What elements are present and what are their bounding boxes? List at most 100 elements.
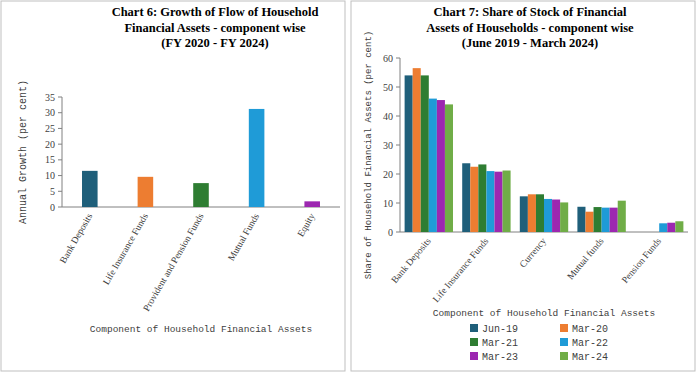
y-tick-label: 5	[50, 186, 55, 197]
bar	[610, 208, 618, 232]
bar	[577, 207, 585, 232]
y-tick	[396, 145, 400, 146]
x-axis-title: Component of Household Financial Assets	[433, 308, 655, 319]
y-tick-label: 60	[383, 53, 393, 64]
bar	[413, 68, 421, 232]
chart: Chart 7: Share of Stock of FinancialAsse…	[351, 1, 695, 371]
x-tick-label: Pension Funds	[620, 236, 664, 285]
y-tick	[396, 174, 400, 175]
bar	[405, 75, 413, 232]
legend: Jun-19 Mar-20 Mar-21 Mar-22 Mar-23 Mar-24	[470, 324, 608, 363]
bar	[82, 171, 98, 207]
y-tick-label: 20	[383, 169, 393, 180]
bar	[585, 212, 593, 232]
x-tick-label: Provident and Pension Funds	[141, 211, 205, 312]
bar	[470, 167, 478, 232]
x-tick-label: Life Insurance Funds	[101, 211, 150, 286]
legend-swatch	[560, 338, 568, 346]
bar	[520, 196, 528, 232]
figure: Chart 6: Growth of Flow of HouseholdFina…	[0, 0, 696, 373]
bar	[552, 200, 560, 232]
bars	[405, 68, 684, 232]
y-tick	[396, 232, 400, 233]
bar	[486, 171, 494, 232]
x-axis-title: Component of Household Financial Assets	[90, 324, 312, 335]
y-tick	[58, 97, 62, 98]
bar	[437, 100, 445, 232]
panel-border	[1, 1, 345, 371]
y-tick-label: 10	[45, 170, 55, 181]
legend-label: Mar-20	[572, 324, 608, 335]
bars	[82, 109, 320, 207]
legend-swatch	[560, 352, 568, 360]
bar	[462, 163, 470, 232]
y-tick	[58, 191, 62, 192]
legend-label: Jun-19	[482, 324, 518, 335]
x-tick-label: Equity	[295, 211, 316, 238]
y-tick	[58, 159, 62, 160]
bar	[528, 194, 536, 232]
y-tick-label: 10	[383, 198, 393, 209]
legend-swatch	[470, 352, 478, 360]
y-tick	[58, 144, 62, 145]
y-tick	[396, 87, 400, 88]
legend-swatch	[470, 338, 478, 346]
y-axis	[62, 97, 63, 207]
x-tick-label: Mutual Funds	[226, 211, 261, 262]
y-tick-label: 25	[45, 123, 55, 134]
y-tick-label: 35	[45, 92, 55, 103]
bar	[560, 202, 568, 232]
bar	[659, 223, 667, 232]
title: Chart 6: Growth of Flow of HouseholdFina…	[112, 5, 319, 50]
legend-label: Mar-21	[482, 338, 518, 349]
bar	[494, 172, 502, 232]
bar	[249, 109, 265, 207]
bar	[544, 199, 552, 232]
bar	[421, 75, 429, 232]
y-tick-label: 50	[383, 82, 393, 93]
y-tick	[396, 58, 400, 59]
y-tick-label: 20	[45, 139, 55, 150]
y-tick	[396, 116, 400, 117]
y-tick	[58, 207, 62, 208]
x-tick-label: Bank Deposits	[389, 236, 433, 285]
y-tick-label: 0	[50, 202, 55, 213]
y-tick-label: 0	[388, 227, 393, 238]
y-tick-label: 30	[45, 107, 55, 118]
chart: Chart 6: Growth of Flow of HouseholdFina…	[1, 1, 345, 371]
title: Chart 7: Share of Stock of FinancialAsse…	[426, 5, 634, 50]
y-tick-label: 15	[45, 154, 55, 165]
bar	[429, 99, 437, 232]
x-tick-label: Life Insurance Funds	[431, 236, 491, 305]
y-tick	[58, 175, 62, 176]
x-tick-label: Bank Deposits	[58, 211, 95, 264]
bar	[138, 177, 154, 207]
x-tick-label: Mutual funds	[565, 236, 606, 282]
bar	[594, 207, 602, 232]
y-tick-label: 30	[383, 140, 393, 151]
legend-swatch	[560, 324, 568, 332]
legend-label: Mar-24	[572, 352, 608, 363]
legend-swatch	[470, 324, 478, 332]
x-tick-label: Currency	[518, 236, 549, 270]
y-tick	[396, 203, 400, 204]
y-tick-label: 40	[383, 111, 393, 122]
y-axis-title: Share of Household Financial Assets (per…	[364, 31, 374, 279]
bar	[503, 171, 511, 232]
y-axis	[400, 58, 401, 232]
bar	[602, 208, 610, 232]
bar	[304, 201, 320, 207]
panel-border	[351, 1, 695, 371]
bar	[536, 194, 544, 232]
y-tick	[58, 112, 62, 113]
bar	[478, 164, 486, 232]
y-axis-title: Annual Growth (per cent)	[18, 80, 29, 224]
bar	[618, 201, 626, 232]
legend-label: Mar-22	[572, 338, 608, 349]
bar	[445, 104, 453, 232]
legend-label: Mar-23	[482, 352, 518, 363]
bar	[675, 221, 683, 232]
y-tick	[58, 128, 62, 129]
bar	[193, 183, 209, 207]
bar	[667, 223, 675, 232]
